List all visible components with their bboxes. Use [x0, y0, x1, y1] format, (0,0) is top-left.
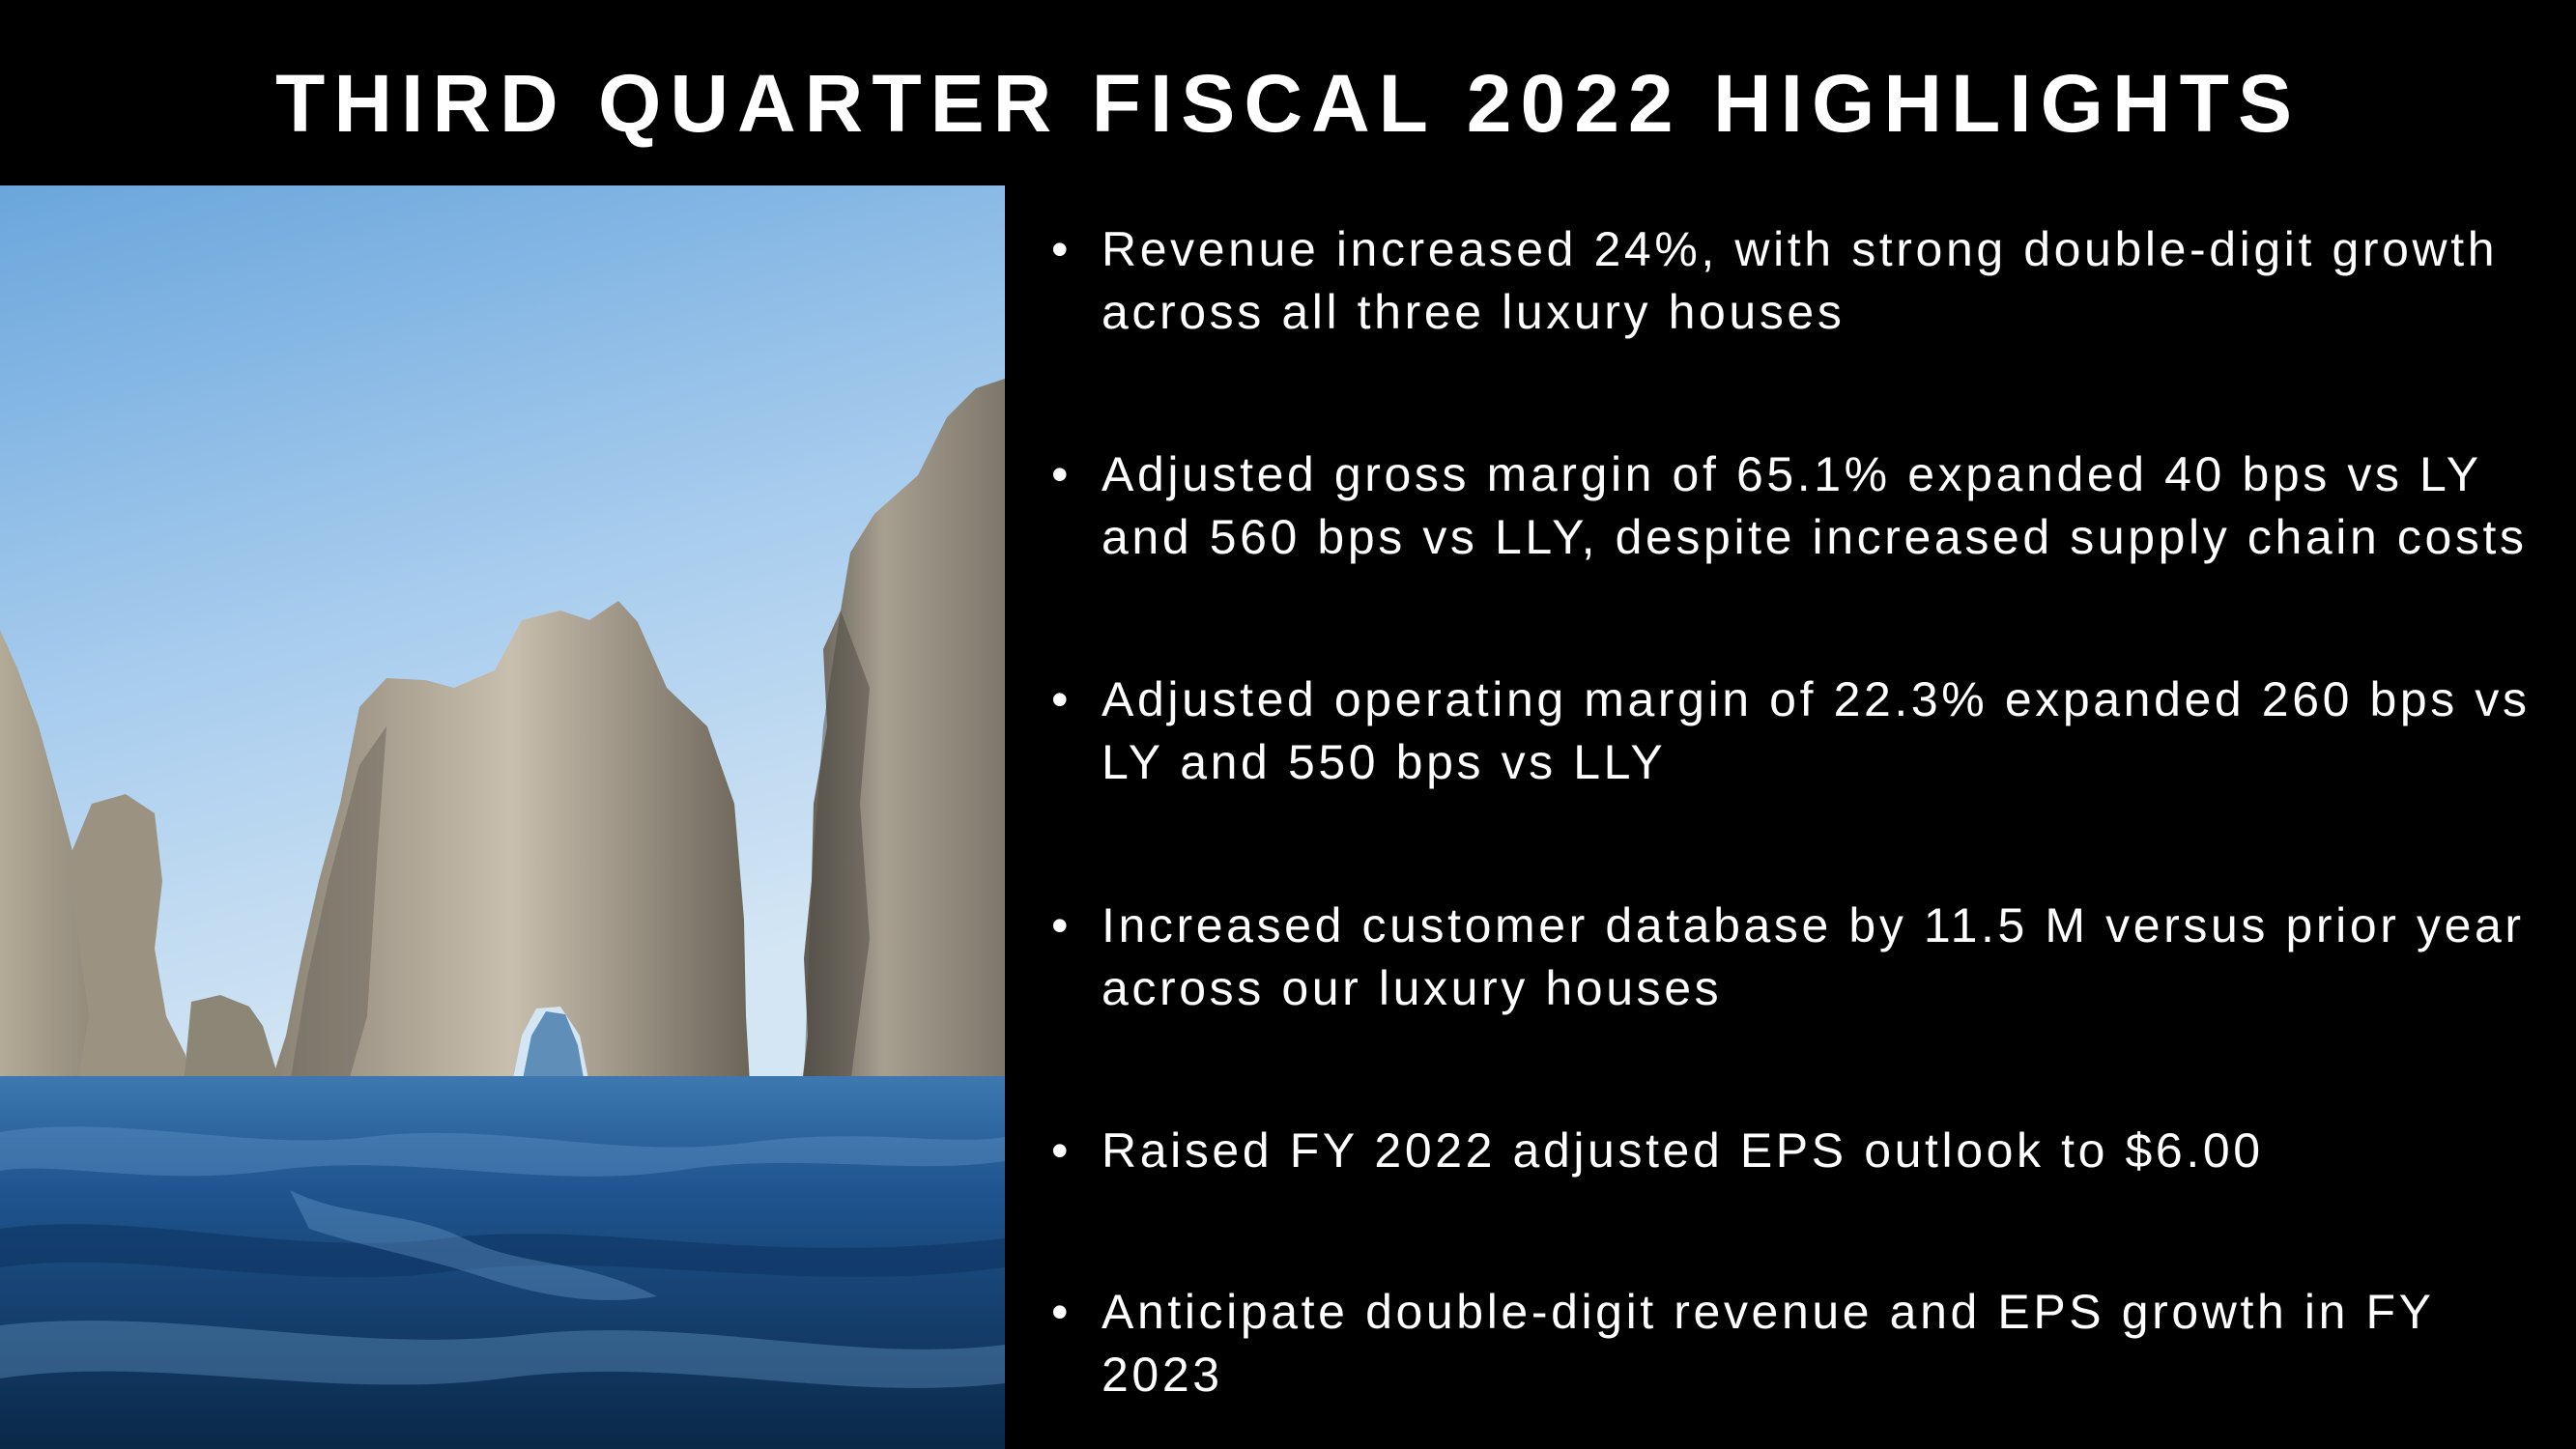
bullet-text: Adjusted operating margin of 22.3% expan… [1102, 672, 2531, 789]
bullet-text: Revenue increased 24%, with strong doubl… [1102, 222, 2499, 339]
slide-title: THIRD QUARTER FISCAL 2022 HIGHLIGHTS [275, 58, 2301, 149]
list-item: • Adjusted operating margin of 22.3% exp… [1051, 668, 2559, 794]
bullet-text: Anticipate double-digit revenue and EPS … [1102, 1285, 2434, 1402]
bullet-marker: • [1051, 898, 1073, 952]
bullet-text: Adjusted gross margin of 65.1% expanded … [1102, 447, 2528, 564]
list-item: • Anticipate double-digit revenue and EP… [1051, 1281, 2559, 1406]
bullet-text: Increased customer database by 11.5 M ve… [1102, 898, 2525, 1015]
bullet-marker: • [1051, 1285, 1073, 1339]
bullet-text: Raised FY 2022 adjusted EPS outlook to $… [1102, 1123, 2264, 1178]
bullet-marker: • [1051, 447, 1073, 501]
bullet-marker: • [1051, 222, 1073, 276]
list-item: • Increased customer database by 11.5 M … [1051, 895, 2559, 1020]
sea-stacks-photo [0, 185, 1005, 1449]
list-item: • Raised FY 2022 adjusted EPS outlook to… [1051, 1120, 2559, 1182]
bullet-marker: • [1051, 672, 1073, 726]
list-item: • Revenue increased 24%, with strong dou… [1051, 218, 2559, 344]
bullet-marker: • [1051, 1123, 1073, 1178]
list-item: • Adjusted gross margin of 65.1% expande… [1051, 443, 2559, 569]
